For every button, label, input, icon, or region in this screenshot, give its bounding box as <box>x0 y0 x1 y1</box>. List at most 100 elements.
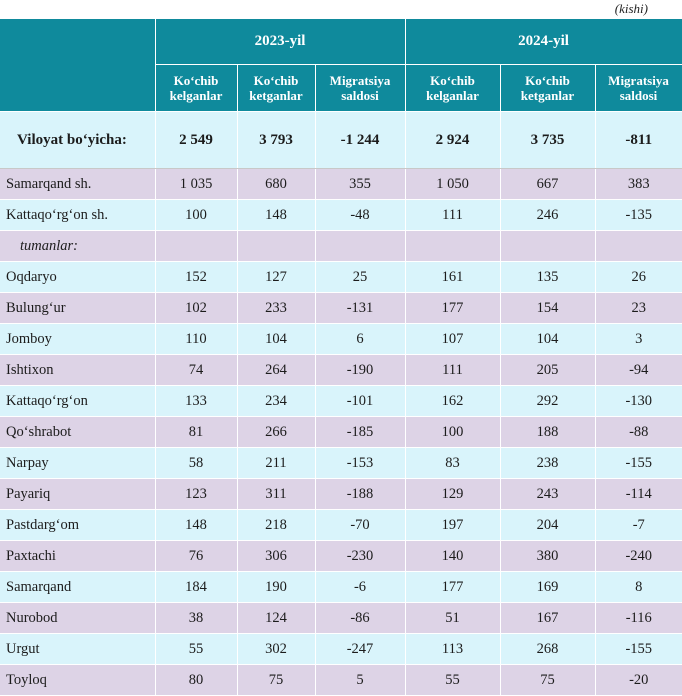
row-cell: 302 <box>236 633 315 665</box>
row-cell: -94 <box>594 354 682 386</box>
row-cell: 162 <box>404 385 500 417</box>
row-cell: 152 <box>154 261 237 293</box>
table-row: Urgut 55 302 -247 113 268 -155 <box>0 633 682 665</box>
row-cell: 124 <box>236 602 315 634</box>
row-cell: 107 <box>404 323 500 355</box>
row-label: Qo‘shrabot <box>0 416 155 448</box>
header-row-years: 2023-yil 2024-yil <box>0 18 682 112</box>
row-cell <box>499 230 595 262</box>
table-row: Ishtixon 74 264 -190 111 205 -94 <box>0 354 682 386</box>
row-cell: 102 <box>154 292 237 324</box>
row-cell: 38 <box>154 602 237 634</box>
row-label: Samarqand sh. <box>0 168 155 200</box>
row-cell: 266 <box>236 416 315 448</box>
row-cell: 383 <box>594 168 682 200</box>
row-cell: 51 <box>404 602 500 634</box>
row-cell: 100 <box>154 199 237 231</box>
row-cell: 127 <box>236 261 315 293</box>
header-balance-2024: Migratsiya saldosi <box>594 64 682 112</box>
row-cell: -116 <box>594 602 682 634</box>
row-cell: 8 <box>594 571 682 603</box>
row-label: Oqdaryo <box>0 261 155 293</box>
row-cell: 135 <box>499 261 595 293</box>
table-row: Nurobod 38 124 -86 51 167 -116 <box>0 602 682 634</box>
row-cell: 26 <box>594 261 682 293</box>
row-cell: -7 <box>594 509 682 541</box>
row-cell: 75 <box>236 664 315 696</box>
row-cell: 110 <box>154 323 237 355</box>
row-cell: -155 <box>594 447 682 479</box>
row-cell: -48 <box>314 199 405 231</box>
row-cell: 311 <box>236 478 315 510</box>
row-cell: 292 <box>499 385 595 417</box>
row-cell: -185 <box>314 416 405 448</box>
row-label: Jomboy <box>0 323 155 355</box>
row-cell: 188 <box>499 416 595 448</box>
row-cell: 133 <box>154 385 237 417</box>
row-label: Narpay <box>0 447 155 479</box>
table-row: Qo‘shrabot 81 266 -185 100 188 -88 <box>0 416 682 448</box>
header-year-2024: 2024-yil <box>404 18 682 65</box>
row-cell: 204 <box>499 509 595 541</box>
row-label: Nurobod <box>0 602 155 634</box>
row-cell <box>594 230 682 262</box>
total-cell: -1 244 <box>314 111 405 169</box>
row-cell: 74 <box>154 354 237 386</box>
header-left-2023: Ko‘chib ketganlar <box>236 64 316 112</box>
row-cell: 233 <box>236 292 315 324</box>
table-row: Samarqand 184 190 -6 177 169 8 <box>0 571 682 603</box>
row-cell: 306 <box>236 540 315 572</box>
row-cell: 75 <box>499 664 595 696</box>
row-cell: 197 <box>404 509 500 541</box>
total-label: Viloyat bo‘yicha: <box>0 111 155 169</box>
table-row: tumanlar: <box>0 230 682 262</box>
total-cell: 3 793 <box>236 111 315 169</box>
row-cell: 113 <box>404 633 500 665</box>
total-cell: -811 <box>594 111 682 169</box>
total-cell: 2 549 <box>154 111 237 169</box>
row-cell: 1 035 <box>154 168 237 200</box>
header-arrived-2024: Ko‘chib kelganlar <box>404 64 501 112</box>
total-cell: 2 924 <box>404 111 500 169</box>
row-cell: 83 <box>404 447 500 479</box>
row-cell: -101 <box>314 385 405 417</box>
row-label: Payariq <box>0 478 155 510</box>
row-label: Paxtachi <box>0 540 155 572</box>
migration-table: 2023-yil 2024-yil Ko‘chib kelganlar Ko‘c… <box>0 18 682 696</box>
row-cell: 205 <box>499 354 595 386</box>
row-cell <box>314 230 405 262</box>
row-cell: -155 <box>594 633 682 665</box>
table-row: Kattaqo‘rg‘on 133 234 -101 162 292 -130 <box>0 385 682 417</box>
row-cell: -114 <box>594 478 682 510</box>
row-cell: 355 <box>314 168 405 200</box>
row-cell: -135 <box>594 199 682 231</box>
row-cell: 123 <box>154 478 237 510</box>
table-row: Narpay 58 211 -153 83 238 -155 <box>0 447 682 479</box>
row-cell: 111 <box>404 199 500 231</box>
header-blank-cell <box>0 18 156 112</box>
row-cell: -247 <box>314 633 405 665</box>
row-cell: -70 <box>314 509 405 541</box>
row-cell: 81 <box>154 416 237 448</box>
row-cell: 148 <box>236 199 315 231</box>
row-cell: 6 <box>314 323 405 355</box>
row-cell: 148 <box>154 509 237 541</box>
row-cell: 154 <box>499 292 595 324</box>
row-cell: -20 <box>594 664 682 696</box>
table-row: Oqdaryo 152 127 25 161 135 26 <box>0 261 682 293</box>
table-row: Paxtachi 76 306 -230 140 380 -240 <box>0 540 682 572</box>
table-row: Toyloq 80 75 5 55 75 -20 <box>0 664 682 696</box>
row-cell: 380 <box>499 540 595 572</box>
header-row-columns: Ko‘chib kelganlar Ko‘chib ketganlar Migr… <box>0 64 682 112</box>
row-cell: 104 <box>499 323 595 355</box>
header-year-2023: 2023-yil <box>154 18 406 65</box>
row-cell: -131 <box>314 292 405 324</box>
row-cell: 161 <box>404 261 500 293</box>
row-cell: 3 <box>594 323 682 355</box>
row-cell: -188 <box>314 478 405 510</box>
row-cell: 104 <box>236 323 315 355</box>
total-row: Viloyat bo‘yicha: 2 549 3 793 -1 244 2 9… <box>0 111 682 169</box>
table-row: Jomboy 110 104 6 107 104 3 <box>0 323 682 355</box>
table-row: Samarqand sh. 1 035 680 355 1 050 667 383 <box>0 168 682 200</box>
table-row: Kattaqo‘rg‘on sh. 100 148 -48 111 246 -135 <box>0 199 682 231</box>
